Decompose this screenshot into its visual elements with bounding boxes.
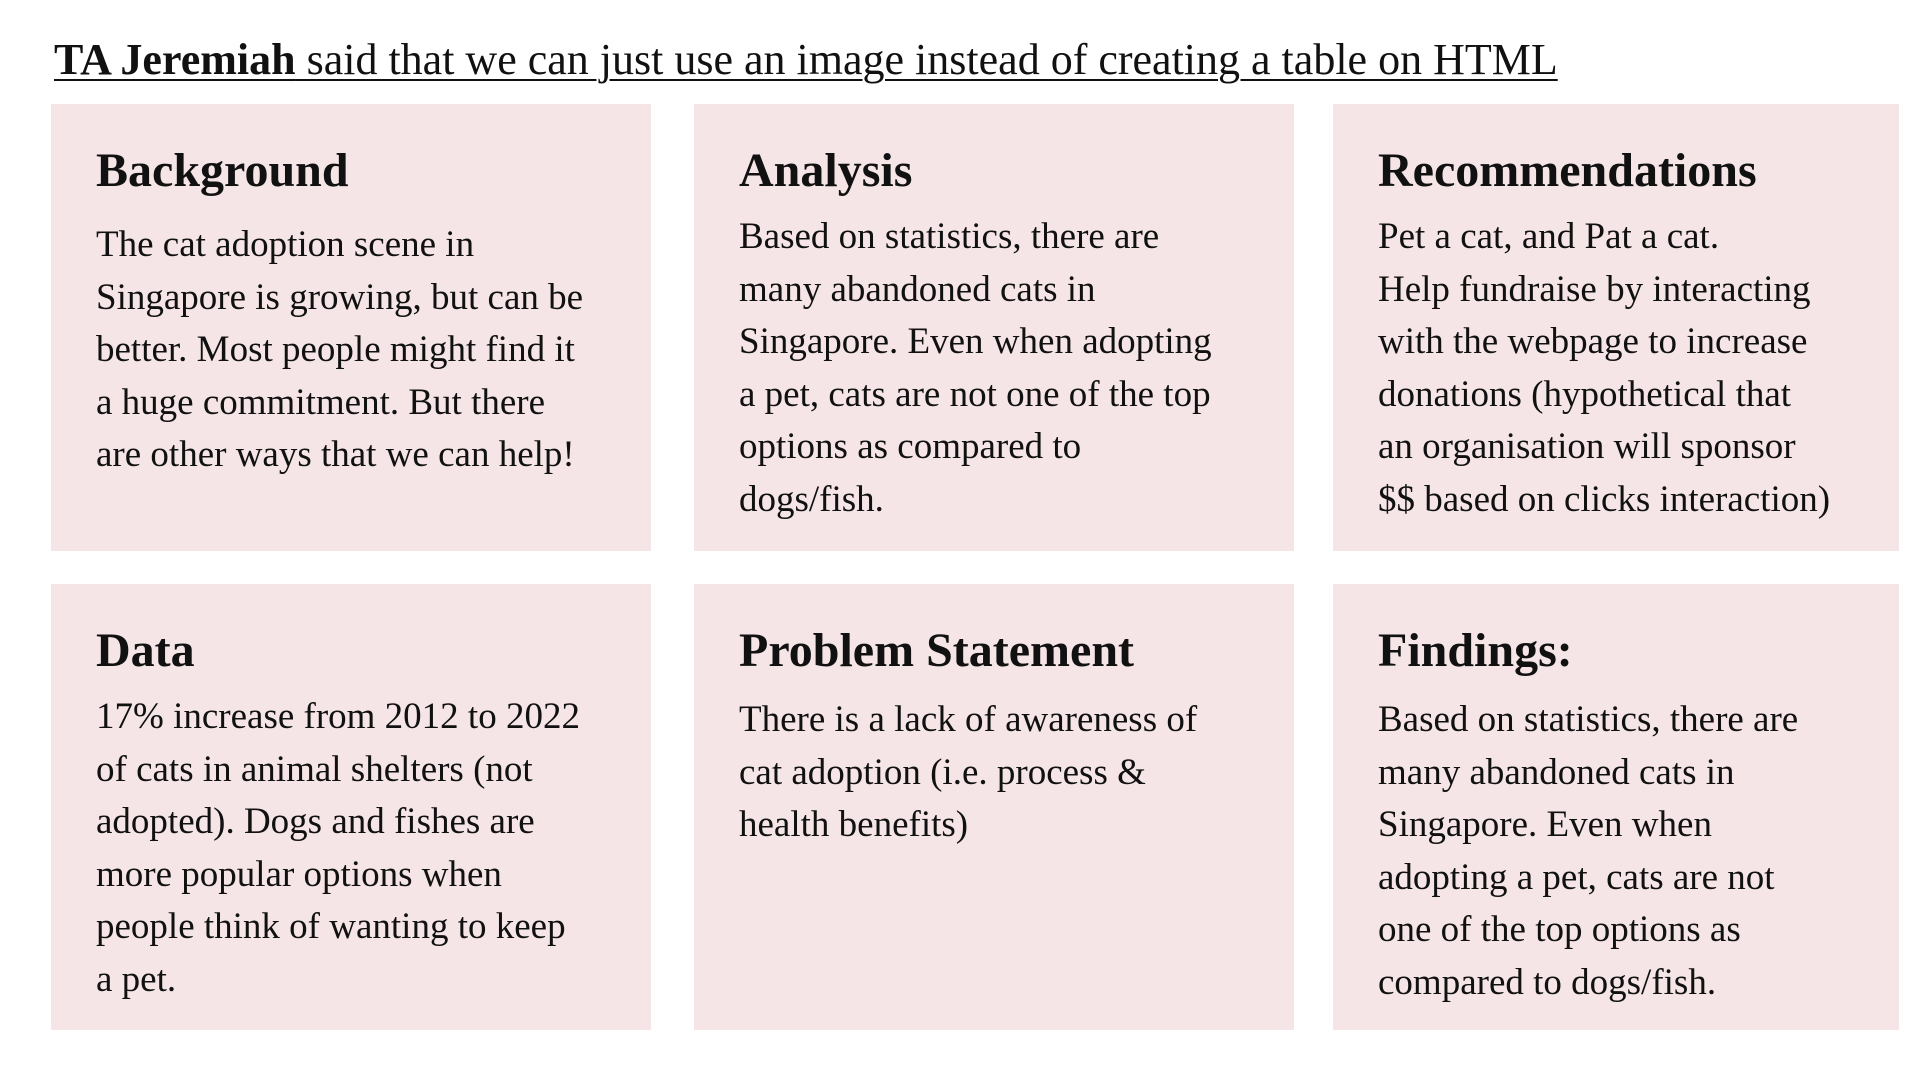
background-card: Background The cat adoption scene in Sin… [51,104,651,551]
data-title: Data [96,621,631,681]
heading-text: said that we can just use an image inste… [296,35,1558,84]
analysis-body: Based on statistics, there are many aban… [739,211,1274,526]
recommendations-title: Recommendations [1378,141,1879,201]
problem-statement-body: There is a lack of awareness of cat adop… [739,694,1274,852]
analysis-card: Analysis Based on statistics, there are … [694,104,1294,551]
findings-card: Findings: Based on statistics, there are… [1333,584,1899,1030]
problem-statement-title: Problem Statement [739,621,1274,681]
recommendations-card: Recommendations Pet a cat, and Pat a cat… [1333,104,1899,551]
findings-title: Findings: [1378,621,1879,681]
problem-statement-card: Problem Statement There is a lack of awa… [694,584,1294,1030]
recommendations-body: Pet a cat, and Pat a cat. Help fundraise… [1378,211,1879,526]
analysis-title: Analysis [739,141,1274,201]
data-card: Data 17% increase from 2012 to 2022 of c… [51,584,651,1030]
background-title: Background [96,141,631,201]
page-heading: TA Jeremiah said that we can just use an… [54,34,1558,86]
heading-name: TA Jeremiah [54,35,296,84]
data-body: 17% increase from 2012 to 2022 of cats i… [96,691,631,1006]
background-body: The cat adoption scene in Singapore is g… [96,219,631,482]
findings-body: Based on statistics, there are many aban… [1378,694,1879,1009]
